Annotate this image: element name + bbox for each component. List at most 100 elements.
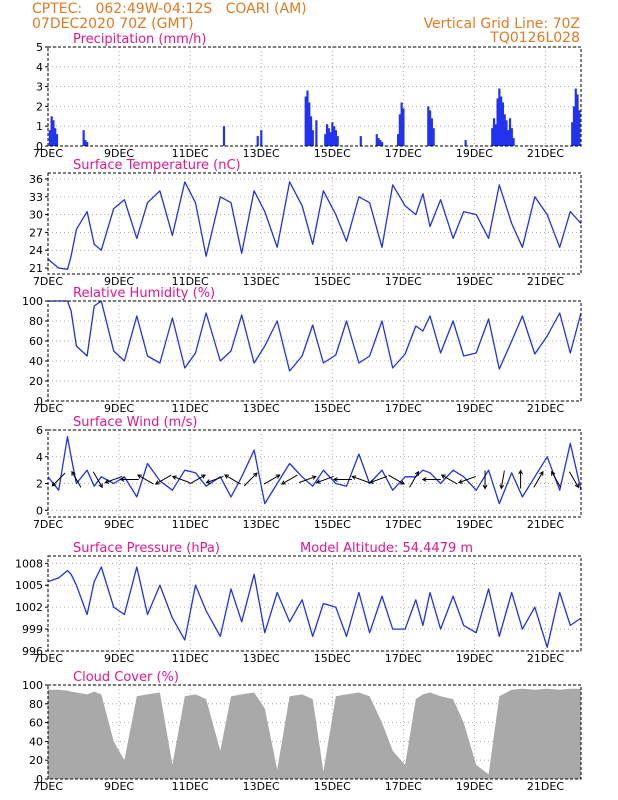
wind-arrow <box>92 471 103 489</box>
y-tick-label: 40 <box>29 735 43 748</box>
wind-arrow <box>482 470 488 490</box>
y-tick-label: 80 <box>29 315 43 328</box>
y-tick-label: 33 <box>29 191 43 204</box>
y-tick-label: 4 <box>36 61 43 74</box>
x-tick-label: 7DEC <box>33 518 63 531</box>
precip-bar <box>572 106 576 146</box>
y-tick-label: 1 <box>36 120 43 133</box>
precip-bar <box>324 134 327 146</box>
panel-5: 7DEC 9DEC 11DEC 13DEC 15DEC 17DEC 19DEC 21DEC 99… <box>15 541 582 665</box>
precip-bar <box>574 88 577 146</box>
precip-bar <box>503 114 506 146</box>
y-tick-label: 40 <box>29 355 43 368</box>
precip-bar <box>82 130 85 146</box>
precip-bar <box>306 90 309 146</box>
panel-6: 7DEC 9DEC 11DEC 13DEC 15DEC 17DEC 19DEC 21DEC 0 2… <box>22 670 582 793</box>
precip-bar <box>48 130 51 146</box>
x-tick-label: 19DEC <box>456 147 493 160</box>
precip-bar <box>325 124 329 146</box>
precip-bar <box>498 88 501 146</box>
wind-arrow <box>568 471 579 489</box>
panel-1: 7DEC 9DEC 11DEC 13DEC 15DEC 17DEC 19DEC 21DEC 0 1… <box>33 32 582 160</box>
series-line <box>48 300 582 372</box>
x-tick-label: 9DEC <box>104 780 134 793</box>
x-tick-label: 7DEC <box>33 780 63 793</box>
wind-arrow <box>154 474 172 485</box>
x-tick-label: 9DEC <box>104 147 134 160</box>
precip-bar <box>308 102 311 146</box>
wind-arrow <box>189 474 206 485</box>
precip-bar <box>571 122 574 146</box>
x-tick-label: 11DEC <box>172 275 209 288</box>
precip-bar <box>578 110 581 146</box>
x-tick-label: 19DEC <box>456 518 493 531</box>
panel-title: Relative Humidity (%) <box>73 286 215 301</box>
x-tick-label: 7DEC <box>33 275 63 288</box>
x-tick-label: 13DEC <box>243 275 280 288</box>
chart-panels: 7DEC 9DEC 11DEC 13DEC 15DEC 17DEC 19DEC 21DEC01… <box>15 32 582 793</box>
y-tick-label: 0 <box>36 140 43 153</box>
x-tick-label: 21DEC <box>527 147 564 160</box>
y-tick-label: 24 <box>29 244 43 257</box>
x-tick-label: 19DEC <box>456 780 493 793</box>
precip-bar <box>260 130 263 146</box>
x-tick-label: 19DEC <box>456 652 493 665</box>
wind-arrow <box>499 470 505 490</box>
precip-bar <box>55 134 59 146</box>
wind-arrow <box>518 469 523 489</box>
precip-bar <box>397 134 400 146</box>
precip-bar <box>512 138 515 146</box>
panel-title: Cloud Cover (%) <box>73 670 179 685</box>
y-tick-label: 1005 <box>15 579 43 592</box>
precip-bar <box>428 110 432 146</box>
x-tick-label: 9DEC <box>104 518 134 531</box>
x-tick-label: 11DEC <box>172 147 209 160</box>
precip-bar <box>427 106 430 146</box>
precip-bar <box>402 108 405 146</box>
precip-bar <box>510 128 513 146</box>
precip-bar <box>500 96 503 146</box>
x-tick-label: 13DEC <box>243 518 280 531</box>
x-tick-label: 17DEC <box>385 147 422 160</box>
precip-bar <box>329 132 332 146</box>
precip-bar <box>400 102 403 146</box>
x-tick-label: 21DEC <box>527 275 564 288</box>
wind-arrow <box>263 474 281 485</box>
wind-arrow <box>369 475 388 484</box>
wind-arrow <box>243 472 258 487</box>
precip-bar <box>398 114 401 146</box>
y-tick-label: 0 <box>36 773 43 786</box>
y-tick-label: 996 <box>22 645 43 658</box>
y-tick-label: 2 <box>36 478 43 491</box>
y-tick-label: 30 <box>29 209 43 222</box>
y-tick-label: 36 <box>29 173 43 186</box>
panel-4: 7DEC 9DEC 11DEC 13DEC 15DEC 17DEC 19DEC 21DEC 0 2… <box>33 415 582 531</box>
precip-bar <box>334 130 338 146</box>
header-run-time: 07DEC2020 70Z (GMT) <box>32 16 194 32</box>
panel-2: 7DEC 9DEC 11DEC 13DEC 15DEC 17DEC 19DEC 21DEC 21… <box>29 158 582 288</box>
y-tick-label: 3 <box>36 81 43 94</box>
header-model-id: TQ0126L028 <box>489 30 580 46</box>
plot-frame <box>47 172 582 275</box>
y-tick-label: 20 <box>29 754 43 767</box>
y-tick-label: 60 <box>29 717 43 730</box>
precip-bar <box>333 126 336 146</box>
panel-title: Precipitation (mm/h) <box>73 32 206 47</box>
wind-arrow <box>71 470 82 488</box>
wind-arrow <box>280 474 298 485</box>
x-tick-label: 13DEC <box>243 402 280 415</box>
y-tick-label: 5 <box>36 41 43 54</box>
wind-arrow <box>205 475 224 484</box>
wind-arrow <box>351 475 370 484</box>
x-tick-label: 15DEC <box>314 780 351 793</box>
wind-arrow <box>171 475 190 484</box>
wind-arrow <box>409 470 420 488</box>
x-tick-label: 21DEC <box>527 652 564 665</box>
x-tick-label: 19DEC <box>456 275 493 288</box>
precip-bar <box>336 136 339 146</box>
precip-bar <box>494 124 497 146</box>
precip-bar <box>50 116 53 146</box>
x-tick-label: 7DEC <box>33 147 63 160</box>
precip-bar <box>496 98 499 146</box>
